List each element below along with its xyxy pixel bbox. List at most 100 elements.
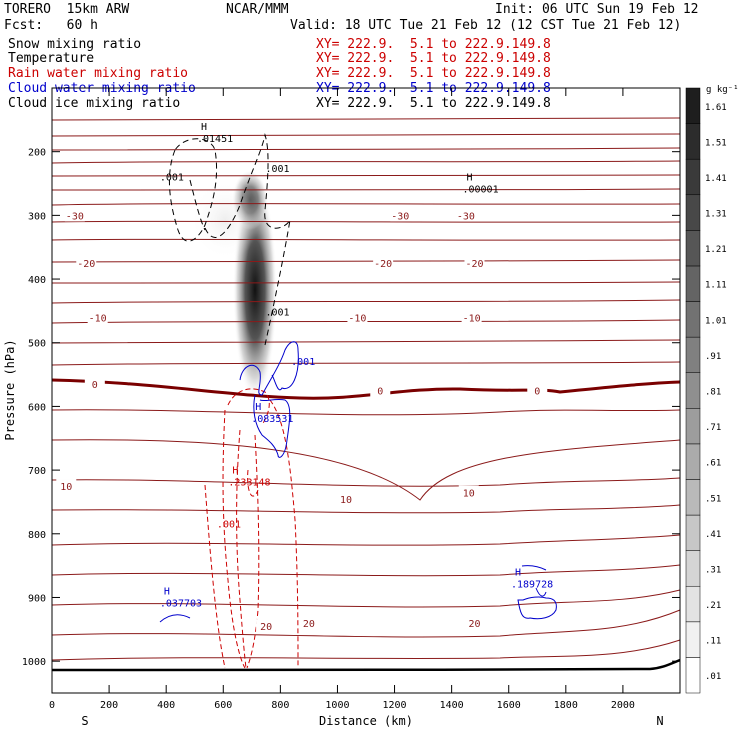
isotherm <box>51 564 681 577</box>
isotherm-label-bg <box>464 256 485 270</box>
colorbar-swatch <box>685 443 701 480</box>
x-tick-label: 600 <box>214 700 232 711</box>
rain-contour <box>222 409 246 669</box>
legend-xy-cloud-ice: XY= 222.9. 5.1 to 222.9.149.8 <box>316 96 551 111</box>
colorbar-level-label: 1.61 <box>705 103 727 113</box>
isotherm-label-bg <box>373 256 394 270</box>
x-tick-label: 800 <box>271 700 289 711</box>
isotherm-label-bg <box>336 491 357 505</box>
colorbar-swatch <box>685 123 701 160</box>
isotherm-label: 0 <box>534 387 540 398</box>
legend-xy-rain: XY= 222.9. 5.1 to 222.9.149.8 <box>316 66 551 81</box>
isotherm-label-bg <box>455 208 476 222</box>
isotherm-label-bg <box>87 310 108 324</box>
colorbar-level-label: .11 <box>705 637 721 647</box>
isotherm <box>51 439 681 501</box>
x-tick-label: 1600 <box>497 700 521 711</box>
colorbar-swatch <box>685 372 701 409</box>
colorbar-swatch <box>685 621 701 658</box>
isotherm-label-bg <box>64 208 85 222</box>
colorbar-swatch <box>685 336 701 373</box>
colorbar-level-label: .21 <box>705 601 721 611</box>
isotherm-label: 0 <box>92 380 98 391</box>
y-tick-label: 400 <box>28 275 46 286</box>
colorbar-level-label: .61 <box>705 459 721 469</box>
colorbar-swatch <box>685 514 701 551</box>
colorbar-level-label: 1.11 <box>705 281 727 291</box>
x-tick-label: 1400 <box>440 700 464 711</box>
colorbar-swatch <box>685 657 701 694</box>
isotherm-label: 10 <box>60 482 72 493</box>
extremum-marker: H <box>232 466 238 477</box>
isotherm-label-bg <box>390 208 411 222</box>
colorbar-level-label: 1.51 <box>705 138 727 148</box>
y-tick-label: 600 <box>28 402 46 413</box>
colorbar-swatch <box>685 87 701 124</box>
isotherm <box>51 477 681 487</box>
isotherm-label: -30 <box>66 211 84 222</box>
isotherm-label: -10 <box>463 313 481 324</box>
isotherm-label-bg <box>464 615 485 629</box>
isotherm <box>51 188 681 191</box>
isotherm <box>51 147 681 151</box>
cloud-water-contour <box>535 587 547 597</box>
cloud-water-contour <box>159 614 191 623</box>
legend-temperature: Temperature <box>8 51 95 66</box>
isotherm <box>51 238 681 241</box>
extremum-value: .189728 <box>511 580 553 591</box>
rain-contour <box>246 434 260 669</box>
colorbar-swatch <box>685 479 701 516</box>
cloud-water-contour <box>239 341 299 396</box>
isotherm-label-bg <box>76 256 97 270</box>
contour-label: .001 <box>265 164 289 175</box>
isotherm-label: 10 <box>463 488 475 499</box>
colorbar-swatch <box>685 230 701 267</box>
legend-snow: Snow mixing ratio <box>8 37 142 52</box>
colorbar-level-label: 1.21 <box>705 245 727 255</box>
rain-contours <box>204 388 299 669</box>
contour-label: .001 <box>291 357 315 368</box>
isotherm <box>51 160 681 164</box>
model-title: TORERO 15km ARW <box>4 2 130 17</box>
extremum-marker: H <box>466 173 472 184</box>
isotherm-label: 10 <box>340 495 352 506</box>
isotherm-label-bg <box>298 615 319 629</box>
colorbar-swatch <box>685 585 701 623</box>
y-tick-label: 1000 <box>22 657 46 668</box>
isotherm <box>51 409 681 416</box>
x-tick-label: 200 <box>100 700 118 711</box>
isotherm-label: -20 <box>374 259 392 270</box>
north-label: N <box>656 714 663 728</box>
extremum-value: .01451 <box>197 134 233 145</box>
isotherm-label-bg <box>256 619 277 633</box>
extremum-marker: H <box>515 568 521 579</box>
legend-xy-first: XY= 222.9. 5.1 to 222.9.149.8 <box>316 37 551 52</box>
y-tick-label: 900 <box>28 593 46 604</box>
isotherm <box>51 504 681 514</box>
legend-rain: Rain water mixing ratio <box>8 66 189 81</box>
colorbar-level-label: .41 <box>705 530 721 540</box>
y-tick-label: 300 <box>28 211 46 222</box>
y-axis-title: Pressure (hPa) <box>3 339 17 440</box>
cloud-water-contour <box>253 394 291 458</box>
isotherm-label: 20 <box>303 619 315 630</box>
isotherm-label-bg <box>370 383 391 397</box>
ice-contour <box>189 179 206 231</box>
colorbar-level-label: 1.01 <box>705 316 727 326</box>
isotherm <box>51 281 681 284</box>
isotherm <box>51 133 681 137</box>
colorbar-level-label: .51 <box>705 494 721 504</box>
isotherm <box>51 117 681 121</box>
colorbar-swatch <box>685 301 701 338</box>
contour-label: .001 <box>160 172 184 183</box>
rain-contour <box>247 469 259 497</box>
cloud-water-contours <box>159 341 557 623</box>
plot-frame <box>51 87 681 694</box>
isotherm <box>51 220 681 223</box>
colorbar-level-label: 1.31 <box>705 210 727 220</box>
ice-contour <box>168 138 218 242</box>
isotherm-label: -10 <box>348 313 366 324</box>
isotherm <box>51 299 681 304</box>
y-tick-label: 500 <box>28 339 46 350</box>
